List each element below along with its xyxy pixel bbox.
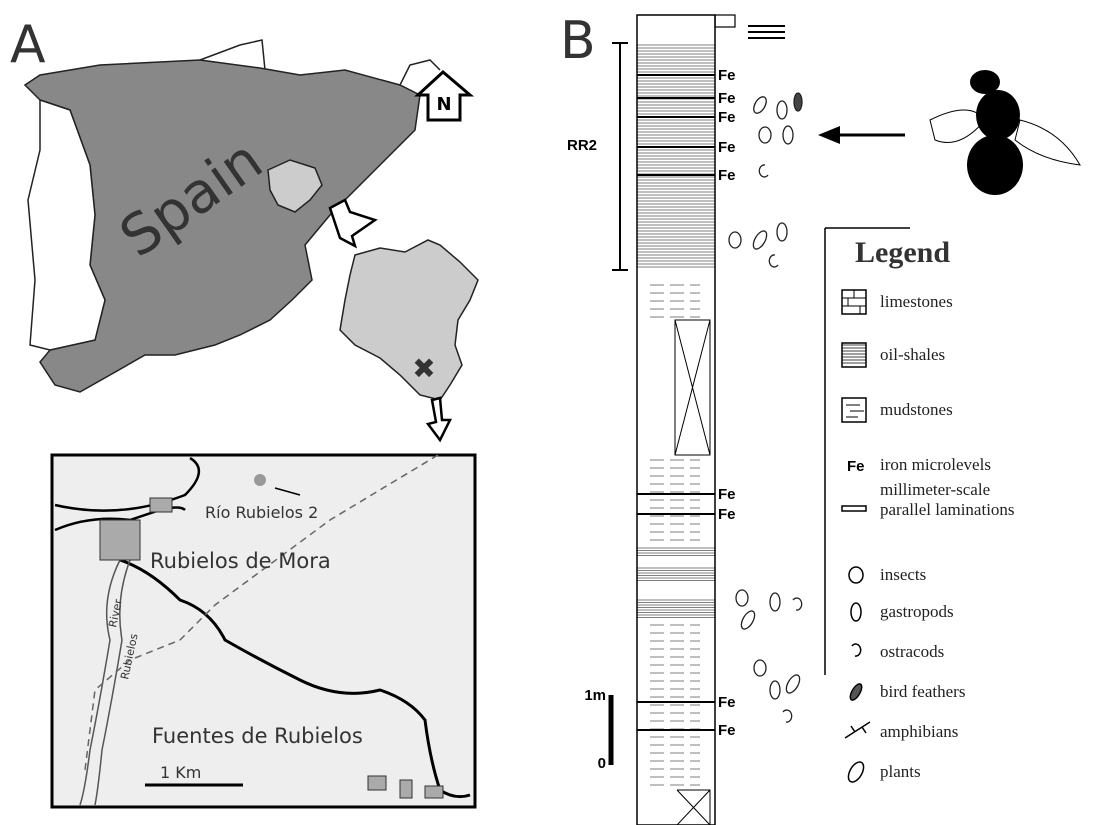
figure: A Spain N ✖ Río Rubielos 2 Rubielos de M… [0,0,1104,825]
fe-label: Fe [718,722,736,739]
legend-label: millimeter-scale [880,480,990,499]
fe-label: Fe [718,139,736,156]
fe-label: Fe [718,67,736,84]
fe-label: Fe [718,694,736,711]
fe-label: Fe [718,109,736,126]
legend-symbol: Fe [847,458,865,475]
legend-label: mudstones [880,400,953,419]
unit-label: RR2 [567,137,597,154]
legend-title: Legend [855,236,950,269]
north-label: N [436,94,451,115]
legend-label: plants [880,762,921,781]
fe-label: Fe [718,90,736,107]
town-label: Rubielos de Mora [150,549,331,573]
site-label: Río Rubielos 2 [205,503,318,522]
legend-label: parallel laminations [880,500,1015,519]
legend-label: insects [880,565,926,584]
panel-label: B [560,11,596,71]
legend-label: limestones [880,292,953,311]
scale-label: 1m [584,687,606,704]
site-mark: ✖ [412,352,435,385]
fe-label: Fe [718,167,736,184]
scale-label: 1 Km [160,763,201,782]
legend-label: amphibians [880,722,958,741]
legend-label: oil-shales [880,345,945,364]
legend-label: bird feathers [880,682,965,701]
town-label: Fuentes de Rubielos [152,724,363,748]
scale-label: 0 [598,755,606,772]
legend-label: ostracods [880,642,944,661]
panel-label: A [10,15,46,75]
fe-label: Fe [718,506,736,523]
legend-label: iron microlevels [880,455,991,474]
fe-label: Fe [718,486,736,503]
legend-label: gastropods [880,602,954,621]
